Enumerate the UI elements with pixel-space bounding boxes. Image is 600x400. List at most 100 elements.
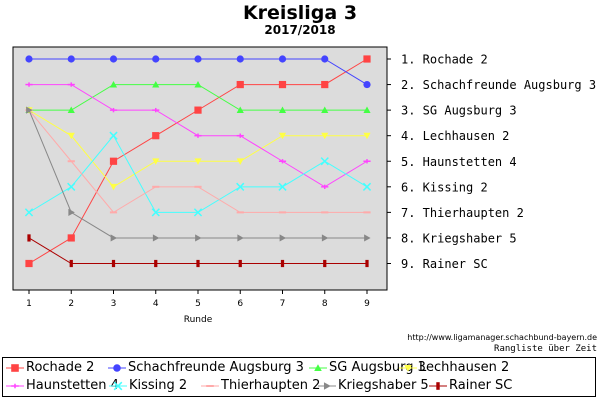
x-axis-label: Runde bbox=[184, 315, 213, 325]
data-point bbox=[436, 382, 440, 390]
data-point bbox=[194, 55, 202, 63]
data-point bbox=[67, 182, 76, 191]
legend-swatch bbox=[309, 364, 327, 372]
data-point bbox=[323, 259, 327, 268]
series-line bbox=[24, 131, 372, 217]
legend-swatch bbox=[108, 364, 126, 372]
data-point bbox=[109, 157, 118, 165]
data-point bbox=[236, 158, 244, 165]
chart-title: Kreisliga 3 bbox=[242, 2, 358, 24]
data-point bbox=[320, 157, 329, 166]
data-point bbox=[67, 82, 75, 87]
x-tick-label: 7 bbox=[280, 299, 286, 309]
y-axis-right: 1. Rochade 2 2. Schachfreunde Augsburg 3 3… bbox=[387, 53, 596, 271]
data-point bbox=[109, 80, 118, 88]
data-point bbox=[321, 132, 329, 140]
legend-swatch bbox=[6, 364, 24, 372]
rank-label: 2. Schachfreunde Augsburg 3 bbox=[401, 78, 596, 92]
data-point bbox=[67, 234, 75, 242]
rank-label: 5. Haunstetten 4 bbox=[401, 155, 517, 169]
data-point bbox=[151, 208, 160, 217]
series-line bbox=[25, 82, 371, 189]
data-point bbox=[236, 55, 244, 63]
data-point bbox=[26, 106, 33, 114]
series-line bbox=[27, 234, 369, 268]
data-point bbox=[236, 133, 244, 138]
legend-label: Rochade 2 bbox=[26, 360, 95, 375]
data-point bbox=[152, 107, 160, 113]
series-line bbox=[26, 106, 371, 242]
data-point bbox=[109, 183, 118, 191]
legend-label: Thierhaupten 2 bbox=[221, 378, 321, 393]
legend-swatch bbox=[429, 382, 447, 390]
legend-label: Kriegshaber 5 bbox=[338, 378, 429, 393]
data-point bbox=[236, 182, 245, 191]
x-tick-label: 8 bbox=[322, 299, 328, 309]
data-point bbox=[279, 234, 287, 242]
x-axis: 1 2 3 4 5 6 7 8 9 bbox=[26, 290, 370, 309]
data-point bbox=[194, 133, 202, 138]
rank-label: 3. SG Augsburg 3 bbox=[401, 104, 517, 118]
data-point bbox=[280, 259, 285, 268]
data-point bbox=[152, 55, 160, 63]
series-line bbox=[25, 55, 371, 268]
data-point bbox=[25, 55, 33, 63]
data-point bbox=[152, 132, 160, 140]
series-line bbox=[25, 80, 371, 114]
data-point bbox=[238, 259, 242, 268]
data-point bbox=[365, 259, 369, 268]
data-point bbox=[364, 234, 371, 242]
data-point bbox=[11, 364, 19, 372]
data-point bbox=[278, 159, 287, 164]
legend: Rochade 2 Schachfreunde Augsburg 3 SG Augs… bbox=[2, 357, 596, 397]
data-point bbox=[109, 55, 118, 63]
data-point bbox=[67, 106, 75, 114]
data-point bbox=[278, 182, 287, 191]
rank-label: 1. Rochade 2 bbox=[401, 53, 488, 67]
data-point bbox=[110, 234, 118, 242]
legend-swatch bbox=[109, 381, 127, 391]
data-point bbox=[24, 208, 34, 217]
data-point bbox=[195, 234, 202, 242]
x-tick-label: 4 bbox=[153, 299, 159, 309]
data-point bbox=[194, 106, 202, 114]
data-point bbox=[194, 80, 202, 88]
legend-label: Rainer SC bbox=[449, 378, 513, 393]
data-point bbox=[321, 184, 329, 189]
data-point bbox=[363, 132, 371, 140]
data-point bbox=[278, 80, 287, 89]
data-point bbox=[278, 55, 287, 63]
data-point bbox=[27, 234, 31, 242]
series-line bbox=[25, 107, 371, 191]
data-point bbox=[278, 106, 287, 114]
data-point bbox=[113, 381, 123, 391]
data-point bbox=[236, 80, 244, 89]
chart: 1 2 3 4 5 6 7 8 9 Runde 1. Rochade 2 2. Schachfreun… bbox=[12, 46, 596, 325]
data-point bbox=[363, 106, 371, 114]
data-point bbox=[25, 259, 33, 268]
legend-swatch bbox=[399, 364, 417, 372]
x-tick-label: 2 bbox=[68, 299, 74, 309]
plot-area bbox=[12, 46, 388, 291]
data-point bbox=[68, 208, 75, 216]
x-tick-label: 9 bbox=[364, 299, 370, 309]
x-tick-label: 1 bbox=[26, 299, 32, 309]
data-point bbox=[363, 80, 371, 89]
data-point bbox=[321, 55, 329, 63]
data-point bbox=[69, 259, 73, 268]
data-point bbox=[237, 234, 244, 242]
source-url: http://www.ligamanager.schachbund-bayern… bbox=[407, 333, 597, 342]
data-point bbox=[67, 132, 75, 140]
legend-label: Haunstetten 4 bbox=[26, 378, 119, 393]
legend-swatch bbox=[201, 385, 219, 387]
legend-swatch bbox=[318, 382, 336, 390]
rank-label: 6. Kissing 2 bbox=[401, 180, 488, 194]
data-point bbox=[109, 107, 118, 113]
data-point bbox=[314, 364, 322, 372]
data-point bbox=[363, 159, 371, 164]
data-point bbox=[362, 182, 372, 191]
legend-swatch bbox=[6, 383, 24, 389]
data-point bbox=[321, 106, 329, 114]
data-point bbox=[321, 80, 329, 89]
rank-label: 8. Kriegshaber 5 bbox=[401, 231, 517, 245]
